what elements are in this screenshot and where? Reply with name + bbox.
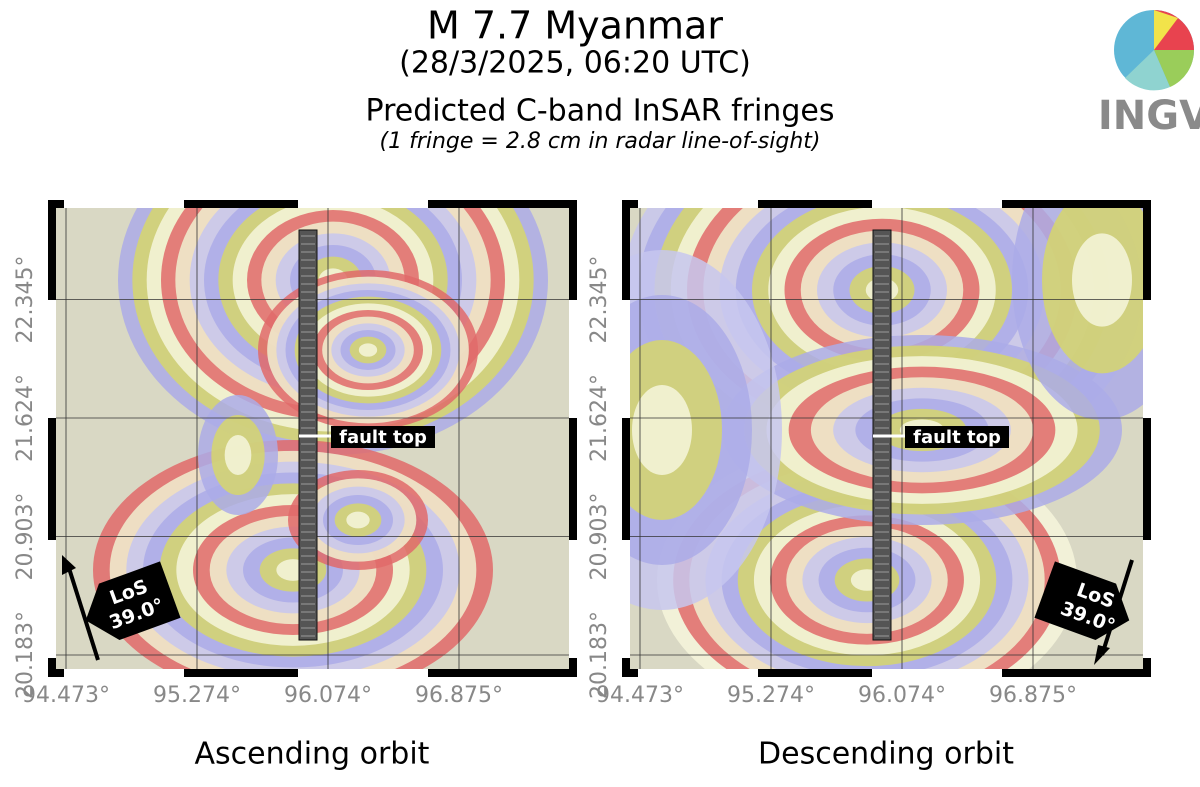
frame-segment [569,540,577,658]
x-tick-label: 94.473° [22,683,110,708]
frame-segment [872,669,1002,677]
note: (1 fringe = 2.8 cm in radar line-of-sigh… [380,129,821,154]
frame-segment [64,669,184,677]
fringe [632,385,692,475]
y-tick-label: 21.624° [587,374,612,462]
y-tick-label: 22.345° [13,256,38,344]
y-tick-label: 20.183° [587,611,612,699]
title: M 7.7 Myanmar [427,4,723,48]
y-tick-label: 21.624° [13,374,38,462]
frame-segment [638,200,758,208]
orbit-arrowhead [62,555,76,575]
fault-label: fault top [913,427,1001,448]
los-arrow [1034,561,1130,641]
logo-segment [1154,10,1178,50]
frame-segment [1143,540,1151,658]
frame-segment [48,300,56,418]
logo-text: INGV [1098,93,1200,139]
x-tick-label: 96.875° [989,683,1077,708]
logo-segment [1125,50,1170,91]
los-arrow [85,561,181,641]
x-tick-label: 94.473° [596,683,684,708]
fringe [224,435,252,475]
y-tick-label: 22.345° [587,256,612,344]
frame-segment [622,540,630,658]
orbit-arrow [66,564,100,661]
fault-label-box [905,426,1009,448]
frame-segment [569,300,577,418]
logo-segment [1154,50,1195,87]
frame-segment [622,300,630,418]
fringe [358,343,378,357]
subtitle: (28/3/2025, 06:20 UTC) [399,46,751,81]
frame-segment [298,669,428,677]
fringe [1072,233,1132,327]
x-tick-label: 96.074° [858,683,946,708]
fault-label-box [331,426,435,448]
fringe [346,511,370,529]
x-tick-label: 96.875° [415,683,503,708]
frame-segment [64,200,184,208]
x-tick-label: 96.074° [284,683,372,708]
x-tick-label: 95.274° [153,683,241,708]
panel-caption: Descending orbit [758,737,1014,772]
logo: INGV [1098,10,1200,139]
frame-segment [298,200,428,208]
fault-label: fault top [339,427,427,448]
frame-segment [48,540,56,658]
x-tick-label: 95.274° [727,683,815,708]
y-tick-label: 20.903° [13,493,38,581]
heading: Predicted C-band InSAR fringes [366,94,835,129]
y-tick-label: 20.183° [13,611,38,699]
y-tick-label: 20.903° [587,493,612,581]
frame-segment [872,200,1002,208]
frame-segment [638,669,758,677]
orbit-arrowhead [1094,645,1110,665]
frame-segment [1143,300,1151,418]
panel-caption: Ascending orbit [195,737,430,772]
